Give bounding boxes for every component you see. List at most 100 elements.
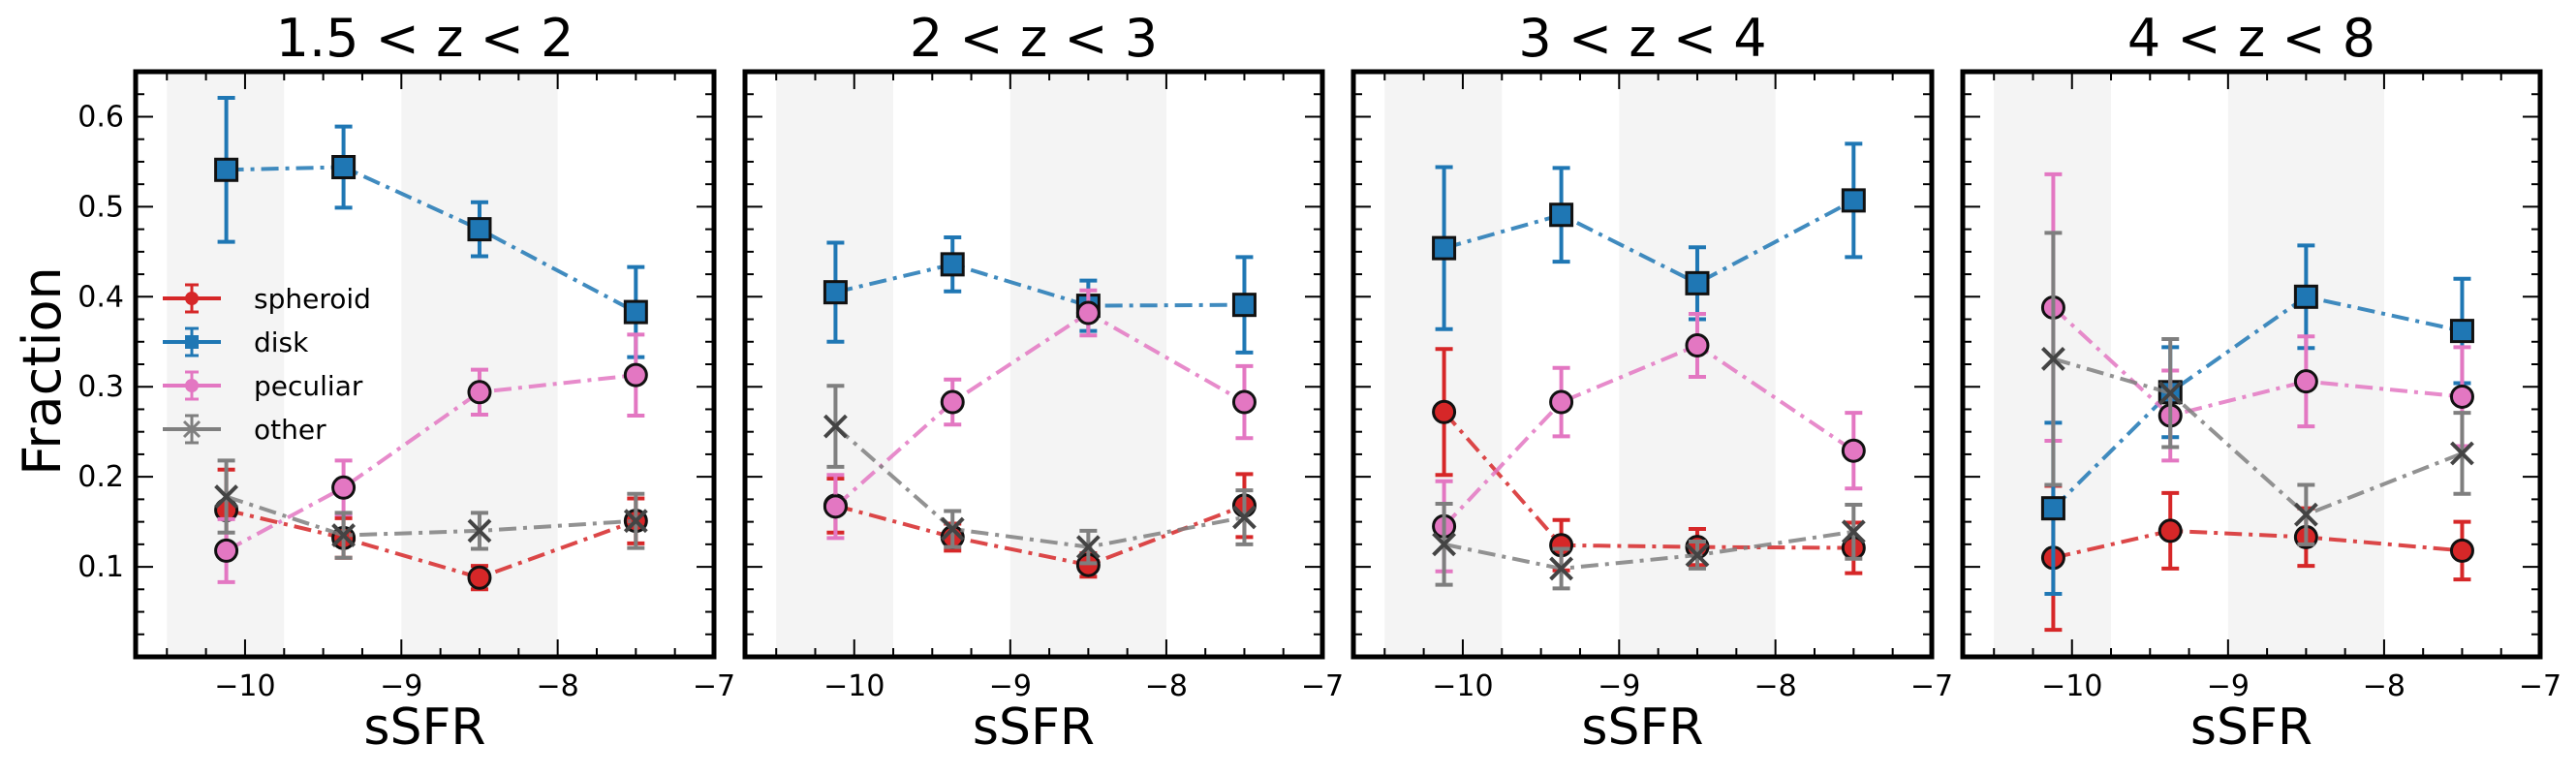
x-marker-stroke	[2041, 347, 2065, 371]
series-peculiar	[1432, 311, 1866, 574]
other-point	[1432, 532, 1456, 557]
x-tick-label: −8	[1754, 669, 1797, 703]
x-marker-stroke	[1685, 543, 1710, 568]
other-line	[225, 494, 636, 538]
legend-marker	[185, 335, 199, 349]
other-point	[1549, 556, 1574, 581]
legend: spheroid disk peculiar other	[163, 283, 371, 446]
spheroid-point	[467, 565, 492, 590]
disk-point	[214, 157, 239, 182]
peculiar-point	[940, 389, 965, 415]
plot-frame	[742, 69, 1325, 660]
peculiar-point	[1841, 438, 1866, 463]
y-tick-label: 0.5	[78, 190, 124, 224]
disk-point	[1685, 270, 1710, 295]
disk-point	[1432, 235, 1457, 261]
disk-line	[226, 165, 637, 314]
spheroid-point	[2449, 538, 2474, 563]
y-tick-label: 0.1	[78, 550, 124, 584]
panel-title: 3 < z < 4	[1518, 8, 1766, 69]
legend-marker	[182, 419, 202, 439]
y-tick-label: 0.6	[78, 100, 124, 134]
x-tick-label: −10	[1432, 669, 1493, 703]
series-other	[214, 458, 648, 560]
disk-point	[2449, 319, 2474, 344]
panel-title: 1.5 < z < 2	[276, 8, 574, 69]
legend-label-other: other	[254, 414, 326, 446]
other-point	[1232, 505, 1257, 530]
disk-line	[1443, 199, 1855, 286]
other-point	[214, 484, 238, 510]
peculiar-point	[1075, 300, 1101, 326]
other-point	[940, 516, 965, 542]
spheroid-line	[834, 503, 1246, 568]
peculiar-line	[2052, 305, 2463, 419]
panel-2: −10 −9 −8 −7 2 < z < 3 sSFR	[742, 8, 1344, 757]
disk-point	[822, 280, 848, 305]
series-other	[1432, 502, 1866, 591]
panel-title: 2 < z < 3	[910, 8, 1158, 69]
other-point	[1075, 535, 1101, 560]
other-point	[823, 414, 848, 439]
peculiar-point	[822, 494, 848, 519]
disk-line	[834, 262, 1245, 308]
disk-point	[623, 299, 648, 325]
x-tick-label: −9	[989, 669, 1032, 703]
x-axis-label: sSFR	[973, 698, 1095, 757]
panel-1: −10 −9 −8 −7 0.1 0.2 0.3 0.4 0.5 0.6 1.5 < z < 2 sS…	[78, 8, 735, 757]
plot-frame	[1350, 69, 1935, 660]
peculiar-line	[834, 310, 1246, 509]
spheroid-point	[2157, 518, 2183, 543]
disk-point	[1231, 293, 1257, 318]
peculiar-line	[225, 373, 636, 553]
peculiar-point	[2449, 384, 2474, 409]
other-point	[467, 518, 492, 543]
x-tick-label: −8	[1145, 669, 1188, 703]
x-marker-stroke	[214, 484, 238, 510]
x-axis-label: sSFR	[363, 698, 485, 757]
disk-point	[467, 217, 492, 242]
peculiar-point	[1549, 389, 1574, 415]
y-tick-label: 0.2	[78, 460, 124, 494]
series-other	[823, 384, 1257, 566]
x-tick-label: −9	[1598, 669, 1640, 703]
peculiar-point	[1685, 332, 1710, 357]
legend-label-spheroid: spheroid	[254, 283, 371, 315]
disk-point	[1841, 188, 1866, 213]
panel-3: −10 −9 −8 −7 3 < z < 4 sSFR	[1350, 8, 1953, 757]
legend-label-peculiar: peculiar	[254, 370, 363, 402]
x-tick-label: −7	[1910, 669, 1953, 703]
x-marker-stroke	[2157, 381, 2183, 406]
spheroid-line	[226, 508, 637, 580]
peculiar-point	[214, 538, 239, 563]
panel-title: 4 < z < 8	[2127, 8, 2375, 69]
panel-4: −10 −9 −8 −7 4 < z < 8 sSFR	[1960, 8, 2561, 757]
x-marker-stroke	[1432, 532, 1456, 557]
series-peculiar	[822, 288, 1257, 541]
peculiar-point	[623, 362, 648, 388]
peculiar-point	[2293, 369, 2318, 394]
other-line	[1443, 529, 1854, 571]
spheroid-point	[1432, 399, 1457, 424]
peculiar-point	[1231, 389, 1257, 415]
other-point	[2293, 502, 2318, 527]
x-axis-label: sSFR	[2190, 698, 2312, 757]
x-tick-label: −7	[1301, 669, 1344, 703]
other-line	[834, 424, 1245, 549]
peculiar-point	[467, 380, 492, 405]
disk-point	[940, 252, 965, 277]
x-tick-label: −10	[214, 669, 275, 703]
x-tick-label: −8	[2363, 669, 2405, 703]
x-marker-stroke	[467, 518, 492, 543]
other-point	[1841, 519, 1866, 544]
y-tick-label: 0.3	[78, 370, 124, 404]
disk-point	[2040, 496, 2065, 521]
spheroid-line	[2052, 528, 2463, 560]
shaded-band	[776, 72, 894, 657]
x-marker-stroke	[2450, 441, 2474, 466]
other-point	[623, 509, 648, 534]
disk-point	[331, 154, 357, 179]
disk-line	[2052, 295, 2463, 511]
x-marker-stroke	[623, 509, 648, 534]
